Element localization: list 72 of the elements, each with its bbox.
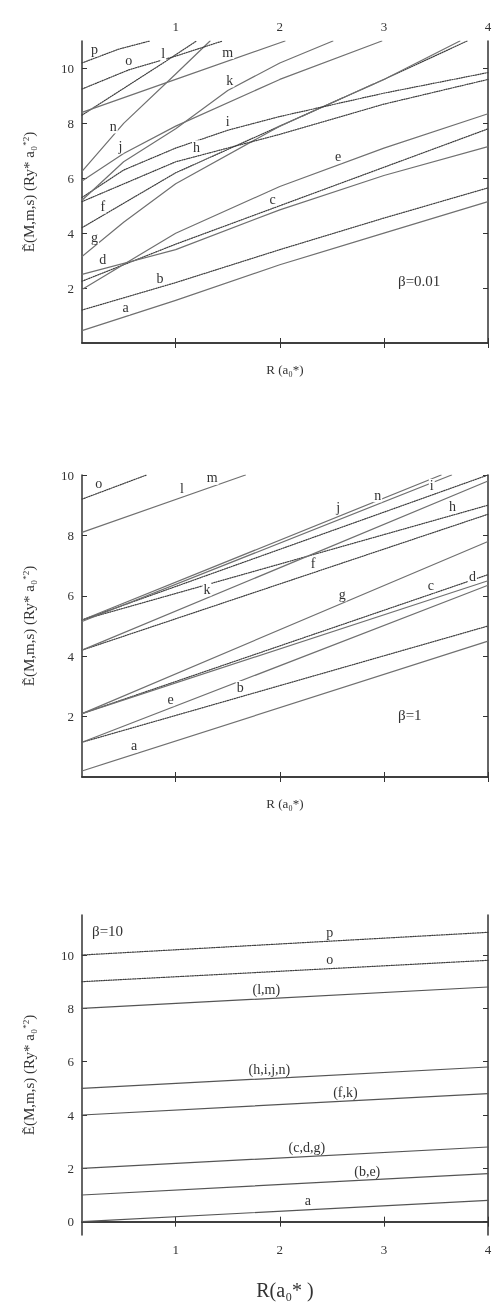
annotation: o	[95, 476, 103, 492]
annotation: m	[222, 44, 234, 60]
y-tick-label: 2	[67, 280, 74, 296]
y-axis-title: Ẽ(M,m,s) (Ry* a₀*2)	[20, 565, 38, 687]
annotation: g	[338, 586, 346, 602]
annotation: d	[468, 569, 476, 585]
x-tick-label: 1	[172, 1242, 179, 1257]
annotation: p	[90, 41, 98, 57]
y-tick-label: 8	[67, 115, 74, 131]
annotation: h	[449, 498, 457, 514]
x-axis-title: R (a₀*)	[266, 362, 304, 377]
annotation: j	[117, 138, 123, 154]
y-tick-label: 10	[61, 467, 74, 483]
annotation: j	[335, 500, 341, 516]
x-tick-label: 3	[380, 19, 388, 34]
annotation: (c,d,g)	[288, 1140, 326, 1157]
y-tick-label: 2	[67, 709, 74, 725]
annotation: f	[310, 556, 316, 572]
annotation: (l,m)	[252, 982, 281, 999]
annotation: i	[225, 113, 230, 129]
annotation: n	[374, 487, 382, 503]
y-tick-label: 8	[67, 527, 74, 543]
annotation: n	[109, 118, 117, 134]
annotation: e	[167, 691, 174, 707]
annotation: (b,e)	[354, 1163, 381, 1180]
annotation: c	[427, 577, 434, 593]
y-tick-label: 6	[67, 588, 75, 604]
x-tick-label: 4	[484, 1242, 492, 1257]
x-tick-label: 2	[276, 19, 284, 34]
annotation: (f,k)	[333, 1084, 358, 1101]
y-tick-label: 10	[61, 60, 74, 76]
x-tick-label: 4	[484, 19, 492, 34]
annotation: β=10	[92, 922, 124, 939]
x-tick-label: 2	[276, 1242, 284, 1257]
annotation: g	[90, 229, 98, 245]
annotation: f	[100, 199, 106, 215]
y-tick-label: 8	[67, 1000, 74, 1016]
annotation: l	[179, 480, 184, 496]
annotation: k	[226, 72, 234, 88]
x-tick-label: 1	[172, 19, 179, 34]
annotation: b	[156, 270, 164, 286]
annotation: k	[203, 581, 211, 597]
y-axis-title: Ẽ(M,m,s) (Ry* a₀*2)	[20, 1014, 38, 1136]
annotation: c	[269, 191, 276, 207]
annotation: a	[130, 737, 138, 753]
annotation: d	[99, 252, 107, 268]
annotation: m	[206, 470, 218, 486]
x-axis-title: R (a₀*)	[266, 796, 304, 811]
y-tick-label: 10	[61, 947, 74, 963]
annotation: l	[161, 46, 166, 62]
y-tick-label: 6	[67, 1054, 75, 1070]
y-tick-label: 4	[67, 648, 75, 664]
y-tick-label: 4	[67, 1107, 75, 1123]
annotation: e	[334, 148, 342, 164]
annotation: i	[429, 478, 434, 494]
y-axis-title: Ẽ(M,m,s) (Ry* a₀*2)	[20, 131, 38, 253]
y-tick-label: 2	[67, 1160, 74, 1176]
y-tick-label: 6	[67, 170, 75, 186]
y-tick-label: 0	[67, 1214, 74, 1230]
x-tick-label: 3	[380, 1242, 388, 1257]
annotation: a	[304, 1193, 312, 1209]
annotation: p	[326, 924, 334, 940]
annotation: o	[125, 53, 133, 69]
x-axis-title: R(a₀* )	[256, 1279, 314, 1302]
annotation: a	[122, 300, 130, 316]
annotation: β=0.01	[398, 272, 441, 289]
y-tick-label: 4	[67, 225, 75, 241]
annotation: o	[326, 952, 334, 968]
annotation: β=1	[398, 706, 422, 723]
annotation: h	[193, 139, 201, 155]
annotation: b	[236, 680, 244, 696]
annotation: (h,i,j,n)	[248, 1061, 291, 1078]
